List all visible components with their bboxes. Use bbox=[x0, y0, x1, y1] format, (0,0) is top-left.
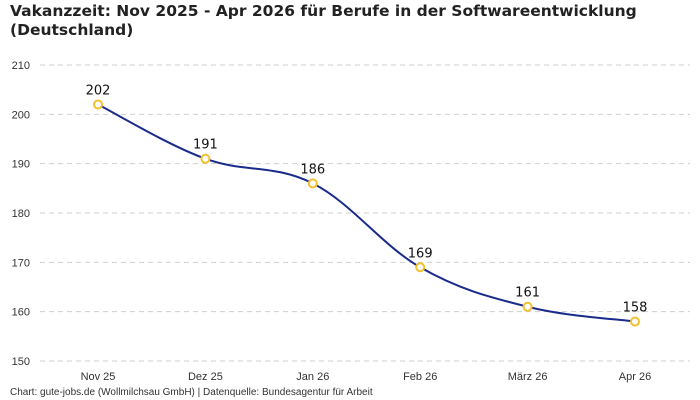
data-label: 191 bbox=[193, 138, 218, 153]
x-tick-label: März 26 bbox=[508, 371, 548, 383]
data-label: 169 bbox=[408, 246, 433, 261]
data-point bbox=[307, 178, 318, 189]
y-tick-label-200: 200 bbox=[12, 109, 30, 121]
y-tick-label-170: 170 bbox=[12, 257, 30, 269]
x-tick-label: Apr 26 bbox=[619, 371, 651, 383]
x-tick-label: Feb 26 bbox=[403, 371, 437, 383]
chart-title: Vakanzzeit: Nov 2025 - Apr 2026 für Beru… bbox=[10, 2, 670, 40]
x-tick-label: Jan 26 bbox=[296, 371, 329, 383]
y-tick-label-190: 190 bbox=[12, 159, 30, 171]
chart-footer-source: Chart: gute-jobs.de (Wollmilchsau GmbH) … bbox=[10, 387, 373, 398]
y-tick-label-180: 180 bbox=[12, 208, 30, 220]
data-point bbox=[630, 316, 640, 327]
data-labels: 202 191 186 169 161 158 bbox=[86, 83, 648, 315]
chart-title-line2: (Deutschland) bbox=[10, 21, 134, 39]
series-line-group bbox=[97, 103, 636, 323]
y-tick-label-150: 150 bbox=[12, 356, 30, 368]
chart-title-line1: Vakanzzeit: Nov 2025 - Apr 2026 für Beru… bbox=[10, 2, 637, 20]
x-tick-label: Nov 25 bbox=[81, 371, 116, 383]
y-tick-label-210: 210 bbox=[12, 60, 30, 72]
data-point bbox=[415, 262, 426, 273]
y-axis-ticks: 150 160 170 180 190 200 210 bbox=[12, 60, 30, 368]
data-label: 202 bbox=[86, 83, 111, 98]
markers bbox=[93, 99, 640, 327]
gridlines bbox=[40, 64, 690, 362]
data-label: 158 bbox=[623, 301, 648, 316]
data-point bbox=[522, 301, 533, 312]
y-tick-label-160: 160 bbox=[12, 307, 30, 319]
x-tick-label: Dez 25 bbox=[188, 371, 223, 383]
data-point bbox=[200, 153, 211, 164]
data-label: 186 bbox=[300, 162, 325, 177]
data-label: 161 bbox=[515, 286, 540, 301]
series-line bbox=[97, 103, 636, 323]
data-point bbox=[93, 99, 103, 110]
x-axis-ticks: Nov 25 Dez 25 Jan 26 Feb 26 März 26 Apr 26 bbox=[81, 371, 652, 383]
